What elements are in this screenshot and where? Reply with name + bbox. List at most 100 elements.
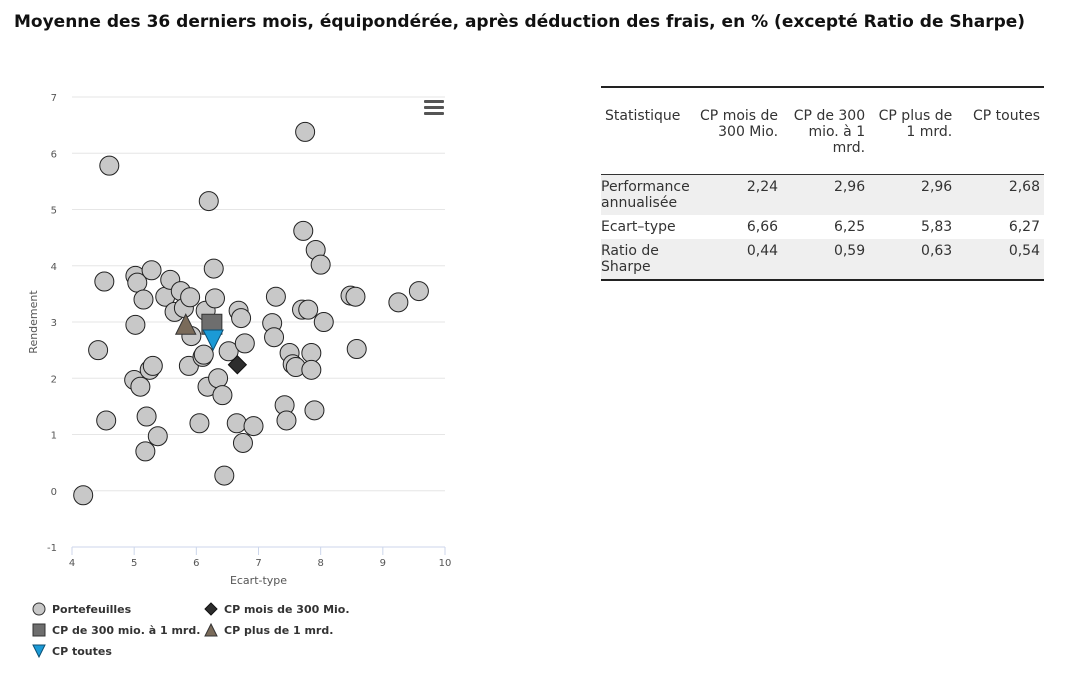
row-label: Ratio de Sharpe [601,239,695,279]
table-cell: 6,27 [1008,219,1040,235]
statistics-table: Statistique CP mois de 300 Mio. CP de 30… [601,86,1044,281]
chart-menu-button[interactable] [424,100,444,116]
portefeuille-point [141,260,162,281]
legend-item-cp-toutes[interactable]: CP toutes [32,644,112,658]
portefeuille-point [218,341,239,362]
legend-label-portefeuilles: Portefeuilles [52,602,132,616]
portefeuille-point [301,359,322,380]
legend-label-cp-plus: CP plus de 1 mrd. [224,623,334,637]
legend-label-cp-300: CP de 300 mio. à 1 mrd. [52,623,201,637]
legend-item-cp-plus[interactable]: CP plus de 1 mrd. [204,623,333,637]
table-cell: 0,54 [956,239,1044,279]
scatter-chart: -1 0 1 2 3 4 5 6 7 4 5 6 7 8 9 10 Ecart-type Rendement [27,93,452,587]
portefeuille-point [388,292,409,313]
table-header-row: Statistique CP mois de 300 Mio. CP de 30… [601,88,1044,175]
table-cell: 2,68 [956,174,1044,215]
table-row: Ecart–type 6,66 6,25 5,83 6,27 [601,215,1044,239]
portefeuille-point [264,327,285,348]
triangle-down-marker-icon [32,644,46,658]
column-header: Statistique [601,88,695,175]
portefeuille-point [265,286,286,307]
portefeuille-point [408,281,429,302]
legend-item-portefeuilles[interactable]: Portefeuilles [32,602,131,616]
y-tick-label: 5 [51,206,57,217]
x-tick-label: 9 [380,558,386,569]
portefeuille-point [94,271,115,292]
portefeuille-point [96,410,117,431]
y-tick-label: 0 [51,487,57,498]
portefeuille-point [301,342,322,363]
portefeuille-point [193,344,214,365]
portefeuille-point [142,355,163,376]
y-tick-label: -1 [47,543,57,554]
cp-mois-point [227,355,248,375]
y-tick-label: 2 [51,374,57,385]
circle-marker-icon [32,602,46,616]
portefeuille-point [293,220,314,241]
y-tick-label: 4 [51,262,57,273]
table-cell: 5,83 [921,219,953,235]
table-cell: 0,59 [782,239,870,279]
y-tick-label: 1 [51,431,57,442]
portefeuille-point [203,258,224,279]
portefeuille-point [130,376,151,397]
table-cell: 6,25 [833,219,866,235]
y-tick-label: 3 [51,318,57,329]
x-axis-title: Ecart-type [230,574,287,587]
x-tick-label: 4 [69,558,75,569]
portefeuille-point [99,155,120,176]
portefeuille-point [212,385,233,406]
portefeuille-point [298,299,319,320]
table-cell: 2,24 [694,174,783,215]
legend-label-cp-mois: CP mois de 300 Mio. [224,602,350,616]
portefeuille-point [310,254,331,275]
legend-label-cp-toutes: CP toutes [52,644,112,658]
portefeuille-point [189,413,210,434]
portefeuille-point [234,333,255,354]
portefeuille-point [180,287,201,308]
portefeuille-point [208,368,229,389]
portefeuille-point [226,413,247,434]
column-header: CP mois de 300 Mio. [694,88,783,175]
x-tick-label: 5 [131,558,137,569]
table-cell: 2,96 [782,174,870,215]
x-tick-label: 6 [193,558,199,569]
table-cell: 0,63 [869,239,957,279]
table-cell: 0,44 [694,239,783,279]
y-axis-title: Rendement [27,290,40,354]
page-title: Moyenne des 36 derniers mois, équipondér… [14,12,1026,32]
portefeuille-point [147,426,168,447]
legend-item-cp-300[interactable]: CP de 300 mio. à 1 mrd. [32,623,200,637]
portefeuille-point [214,465,235,486]
x-tick-label: 10 [439,558,452,569]
portefeuille-point [88,340,109,361]
portefeuille-point [276,410,297,431]
portefeuille-point [345,286,366,307]
legend-item-cp-mois[interactable]: CP mois de 300 Mio. [204,602,350,616]
column-header: CP toutes [956,88,1044,175]
column-header: CP plus de 1 mrd. [869,88,957,175]
portefeuille-point [346,339,367,359]
cp-toutes-point [202,329,224,352]
table-cell: 6,66 [746,219,779,235]
table-row: Ratio de Sharpe 0,44 0,59 0,63 0,54 [601,239,1044,279]
diamond-marker-icon [204,602,218,616]
y-tick-label: 6 [51,149,57,160]
portefeuille-point [313,312,334,332]
cp-plus-point [174,313,197,335]
x-tick-label: 8 [317,558,323,569]
portefeuille-point [204,288,225,309]
table-cell: 2,96 [869,174,957,215]
portefeuille-point [136,406,157,427]
triangle-marker-icon [204,623,218,637]
portefeuille-point [198,191,219,212]
column-header: CP de 300 mio. à 1 mrd. [782,88,870,175]
portefeuille-point [133,289,154,310]
row-label: Ecart–type [601,219,676,235]
row-label: Performance annualisée [601,174,695,215]
portefeuille-point [243,416,264,437]
portefeuille-point [135,441,156,462]
portefeuille-point [304,400,325,421]
portefeuille-point [125,314,146,335]
y-tick-label: 7 [51,93,57,104]
